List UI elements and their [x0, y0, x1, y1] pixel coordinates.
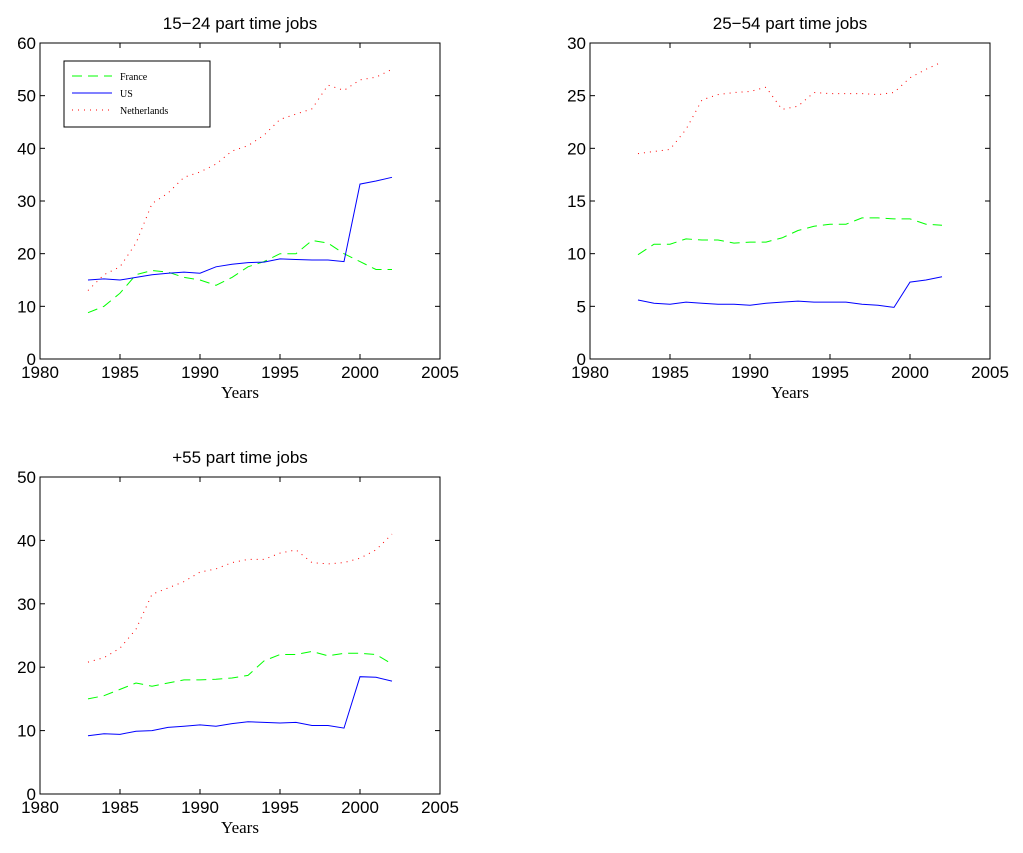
x-tick-label: 2000: [341, 798, 379, 817]
y-tick-label: 10: [17, 722, 36, 741]
y-tick-label: 30: [567, 34, 586, 53]
series-line-us: [637, 276, 943, 308]
chart-title: 15−24 part time jobs: [163, 14, 318, 33]
x-axis-label: Years: [221, 818, 259, 837]
x-tick-label: 1980: [21, 363, 59, 382]
y-tick-label: 10: [567, 245, 586, 264]
y-tick-label: 15: [567, 192, 586, 211]
y-tick-label: 25: [567, 87, 586, 106]
x-tick-label: 1985: [651, 363, 689, 382]
series-line-france: [87, 239, 392, 314]
x-tick-label: 2005: [421, 363, 459, 382]
x-tick-label: 1980: [571, 363, 609, 382]
x-tick-label: 1995: [261, 798, 299, 817]
y-tick-label: 50: [17, 87, 36, 106]
legend-box: [63, 60, 211, 128]
y-tick-label: 0: [577, 350, 586, 369]
x-tick-label: 2000: [891, 363, 929, 382]
x-tick-label: 1995: [261, 363, 299, 382]
chart-title: 25−54 part time jobs: [713, 14, 868, 33]
y-tick-label: 5: [577, 297, 586, 316]
y-tick-label: 30: [17, 192, 36, 211]
x-tick-label: 1990: [181, 363, 219, 382]
series-line-us: [87, 676, 393, 737]
x-axis-label: Years: [771, 383, 809, 402]
y-tick-label: 10: [17, 297, 36, 316]
x-tick-label: 1980: [21, 798, 59, 817]
series-line-netherlands: [637, 61, 943, 155]
x-tick-label: 2005: [421, 798, 459, 817]
axes-box: [589, 42, 991, 360]
y-tick-label: 20: [17, 658, 36, 677]
series-line-france: [87, 650, 393, 700]
y-tick-label: 20: [567, 139, 586, 158]
x-tick-label: 1985: [101, 363, 139, 382]
legend-label-netherlands: Netherlands: [120, 106, 168, 117]
series-line-us: [87, 176, 393, 281]
x-tick-label: 1985: [101, 798, 139, 817]
x-tick-label: 1990: [181, 798, 219, 817]
subplot-15-24: 15−24 part time jobs 1980 1985 1990 1995 2000…: [17, 14, 459, 402]
legend: France US Netherlands: [63, 60, 211, 128]
x-axis-label: Years: [221, 383, 259, 402]
subplot-55-plus: +55 part time jobs 1980 1985 1990 1995 2000 20…: [17, 448, 459, 837]
y-tick-label: 0: [27, 350, 36, 369]
y-tick-label: 20: [17, 245, 36, 264]
y-tick-label: 50: [17, 468, 36, 487]
y-tick-label: 30: [17, 595, 36, 614]
x-tick-label: 1995: [811, 363, 849, 382]
y-tick-label: 60: [17, 34, 36, 53]
x-tick-label: 2000: [341, 363, 379, 382]
x-tick-label: 1990: [731, 363, 769, 382]
y-tick-label: 40: [17, 139, 36, 158]
subplot-25-54: 25−54 part time jobs 1980 1985 1990 1995 2000…: [567, 14, 1009, 402]
legend-label-us: US: [120, 89, 133, 100]
x-tick-label: 2005: [971, 363, 1009, 382]
legend-label-france: France: [120, 72, 148, 83]
axes-box: [39, 476, 441, 795]
y-tick-label: 40: [17, 531, 36, 550]
series-line-france: [637, 217, 943, 256]
series-line-netherlands: [87, 68, 393, 291]
y-tick-label: 0: [27, 785, 36, 804]
series-line-netherlands: [87, 533, 393, 663]
chart-title: +55 part time jobs: [172, 448, 308, 467]
